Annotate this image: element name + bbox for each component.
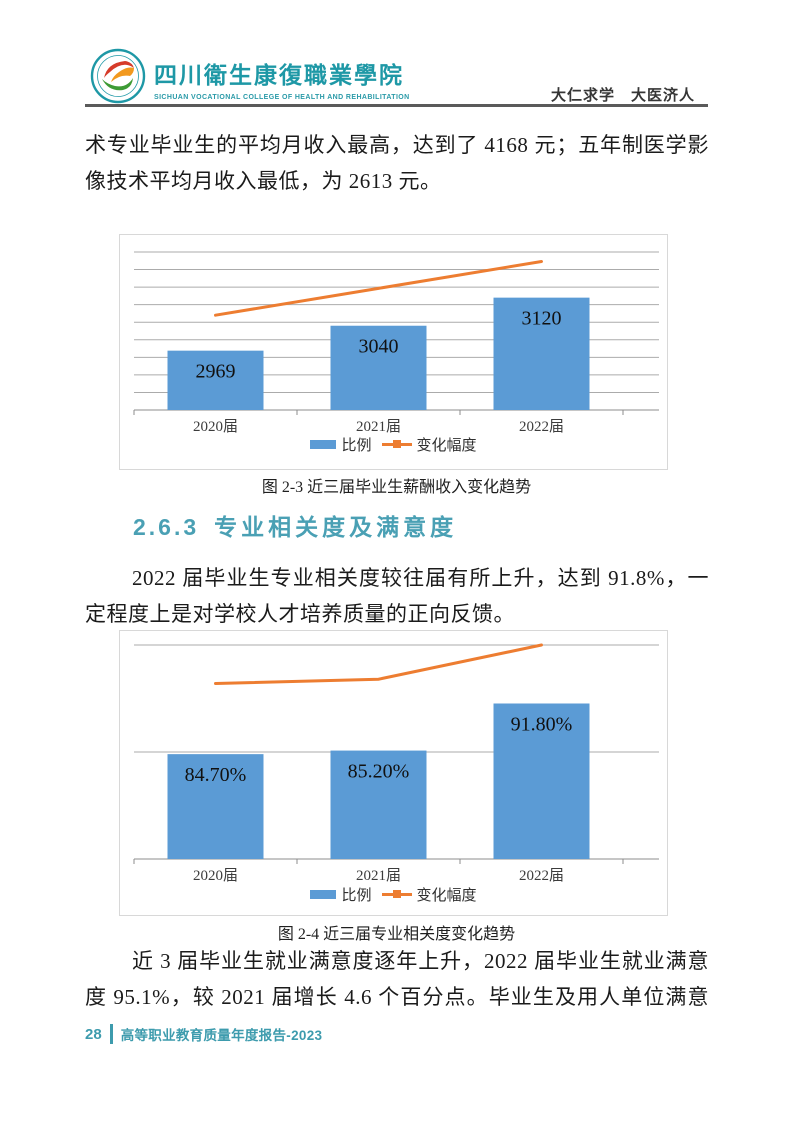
relevance-bar-line-chart: 84.70% 2020届 85.20% 2021届 91.80% 2022届	[133, 643, 659, 883]
paragraph-line: 定程度上是对学校人才培养质量的正向反馈。	[85, 602, 515, 626]
legend-label-bar: 比例	[341, 438, 372, 454]
svg-text:3120: 3120	[522, 308, 562, 330]
chart-legend: 比例 变化幅度	[120, 434, 667, 455]
header-logo: 四川衛生康復職業學院 SICHUAN VOCATIONAL COLLEGE OF…	[90, 48, 410, 104]
header-motto: 大仁求学 大医济人	[550, 87, 695, 104]
salary-bar-line-chart: 2969 2020届 3040 2021届 3120 2022届	[133, 251, 659, 433]
page-footer: 28 高等职业教育质量年度报告-2023	[85, 1024, 322, 1044]
svg-text:2020届: 2020届	[193, 867, 238, 883]
legend-label-line: 变化幅度	[416, 888, 477, 904]
figure-caption-2-4: 图 2-4 近三届专业相关度变化趋势	[277, 926, 516, 943]
svg-text:85.20%: 85.20%	[348, 761, 410, 783]
college-name-zh: 四川衛生康復職業學院	[154, 63, 404, 88]
legend-line-swatch-icon	[381, 440, 412, 448]
paragraph-relevance: 2022 届毕业生专业相关度较往届有所上升，达到 91.8%，一 定程度上是对学…	[85, 560, 709, 632]
paragraph-line: 术专业毕业生的平均月收入最高，达到了 4168 元；五年制医学影	[85, 133, 709, 157]
legend-line-swatch-icon	[381, 890, 412, 898]
college-seal-icon	[90, 48, 146, 104]
chart-legend: 比例 变化幅度	[120, 884, 667, 905]
paragraph-satisfaction: 近 3 届毕业生就业满意度逐年上升，2022 届毕业生就业满意 度 95.1%，…	[85, 943, 709, 1015]
svg-text:2021届: 2021届	[356, 418, 401, 433]
svg-text:91.80%: 91.80%	[511, 713, 573, 735]
svg-text:2969: 2969	[196, 361, 236, 383]
figure-caption-2-3: 图 2-3 近三届毕业生薪酬收入变化趋势	[261, 479, 532, 496]
svg-text:2022届: 2022届	[519, 867, 564, 883]
chart-figure-2-4: 84.70% 2020届 85.20% 2021届 91.80% 2022届 比例 变化幅…	[119, 630, 668, 916]
paragraph-income: 术专业毕业生的平均月收入最高，达到了 4168 元；五年制医学影 像技术平均月收…	[85, 127, 709, 199]
section-heading: 2.6.3 专业相关度及满意度	[133, 508, 457, 542]
chart-figure-2-3: 2969 2020届 3040 2021届 3120 2022届 比例 变化幅度	[119, 234, 668, 470]
svg-text:84.70%: 84.70%	[185, 764, 247, 786]
paragraph-line: 像技术平均月收入最低，为 2613 元。	[85, 169, 442, 193]
college-name-block: 四川衛生康復職業學院 SICHUAN VOCATIONAL COLLEGE OF…	[154, 48, 410, 101]
svg-text:2022届: 2022届	[519, 418, 564, 433]
paragraph-line: 度 95.1%，较 2021 届增长 4.6 个百分点。毕业生及用人单位满意	[85, 985, 709, 1009]
legend-bar-swatch-icon	[310, 890, 337, 899]
legend-bar-swatch-icon	[310, 440, 337, 449]
paragraph-line: 2022 届毕业生专业相关度较往届有所上升，达到 91.8%，一	[132, 566, 709, 590]
footer-report-title: 高等职业教育质量年度报告-2023	[120, 1028, 323, 1043]
section-number: 2.6.3	[133, 514, 200, 540]
legend-label-line: 变化幅度	[416, 438, 477, 454]
footer-divider	[109, 1024, 113, 1044]
header-rule	[85, 104, 708, 107]
paragraph-line: 近 3 届毕业生就业满意度逐年上升，2022 届毕业生就业满意	[132, 949, 709, 973]
college-name-en: SICHUAN VOCATIONAL COLLEGE OF HEALTH AND…	[154, 94, 410, 101]
svg-text:2020届: 2020届	[193, 418, 238, 433]
svg-text:2021届: 2021届	[356, 867, 401, 883]
svg-text:3040: 3040	[359, 336, 399, 358]
section-title: 专业相关度及满意度	[214, 514, 458, 540]
legend-label-bar: 比例	[341, 888, 372, 904]
page-number: 28	[85, 1025, 102, 1043]
